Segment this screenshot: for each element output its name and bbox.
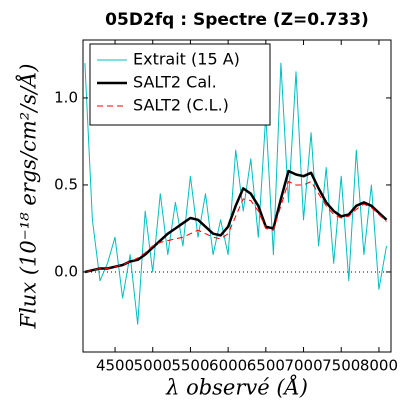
legend-label: SALT2 (C.L.) [133,96,229,115]
chart-title: 05D2fq : Spectre (Z=0.733) [105,10,369,30]
x-tick-label: 5500 [171,357,209,375]
series-line [84,169,388,274]
legend-box [89,43,271,126]
series-line [84,181,387,273]
x-tick-label: 6500 [247,357,285,375]
legend-label: SALT2 Cal. [133,73,217,92]
x-tick-label: 6000 [209,357,247,375]
y-axis-label: Flux (10⁻¹⁸ ergs/cm²/s/Å) [16,64,41,330]
x-axis-label: λ observé (Å) [165,375,308,400]
series-line [84,62,387,325]
plot-frame [82,39,392,353]
x-tick-label: 7000 [284,357,322,375]
x-tick-label: 7500 [322,357,360,375]
plot-area [83,62,391,325]
legend-label: Extrait (15 A) [133,50,240,69]
x-tick-label: 8000 [360,357,398,375]
x-tick-label: 5000 [134,357,172,375]
y-tick-label: 0.0 [54,262,78,280]
y-tick-label: 1.0 [54,88,78,106]
x-tick-label: 4500 [96,357,134,375]
y-tick-label: 0.5 [54,175,78,193]
